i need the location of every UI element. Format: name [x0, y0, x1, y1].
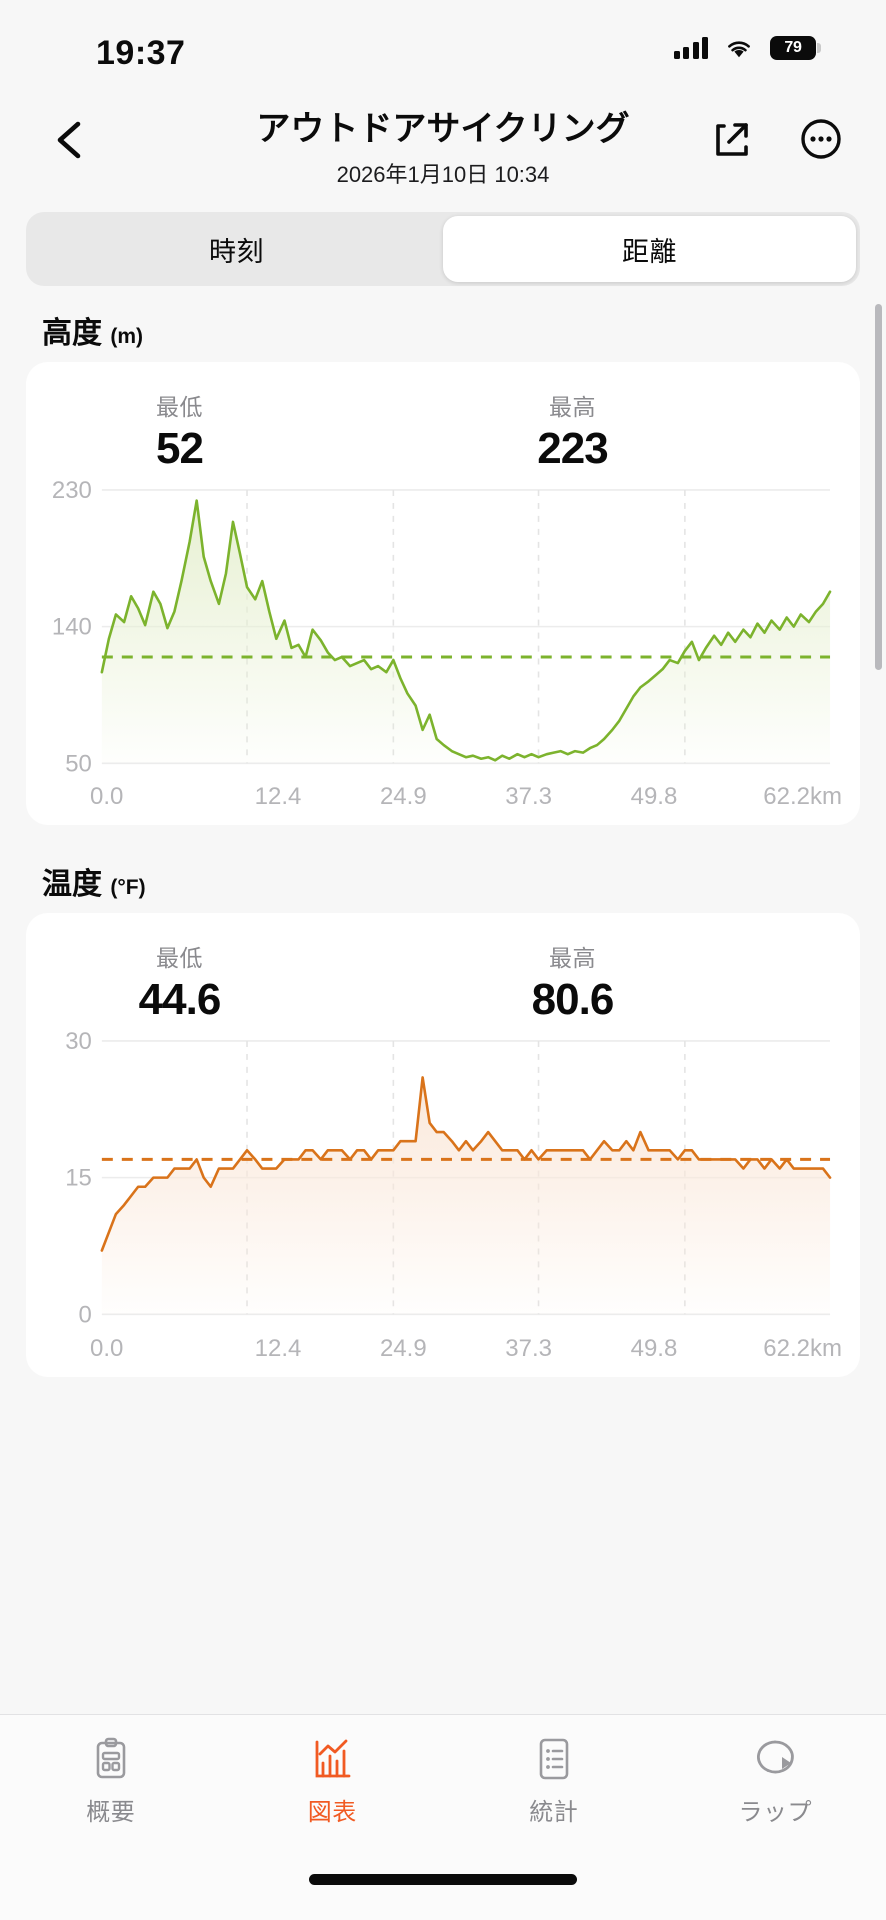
elevation-min-label: 最低 [156, 394, 203, 420]
temperature-max-stat: 最高 80.6 [443, 939, 842, 1025]
segment-distance[interactable]: 距離 [443, 216, 856, 282]
tab-overview[interactable]: 概要 [0, 1735, 222, 1827]
x-tick-label: 49.8 [630, 783, 678, 811]
segment-time[interactable]: 時刻 [209, 236, 264, 267]
battery-percent-label: 79 [784, 39, 802, 56]
section-title-elevation: 高度 (m) [42, 308, 860, 352]
tab-statistics-label: 統計 [529, 1799, 579, 1826]
elevation-max-label: 最高 [549, 394, 596, 420]
segmented-control-wrap: 時刻 距離 [0, 200, 886, 286]
scrollbar-indicator[interactable] [875, 304, 882, 670]
back-button[interactable] [44, 114, 96, 166]
more-options-button[interactable] [798, 116, 844, 162]
section-title-temperature: 温度 (°F) [42, 859, 860, 903]
chevron-left-icon [57, 121, 81, 159]
status-bar-indicators: 79 [673, 36, 821, 60]
temperature-min-label: 最低 [156, 945, 203, 972]
section-title-temperature-text: 温度 [42, 868, 102, 902]
svg-text:0: 0 [79, 1302, 92, 1329]
scroll-content[interactable]: 高度 (m) 最低 52 最高 223 50 140 230 0.0 12.4 24.9… [0, 286, 886, 1714]
page-title: アウトドアサイクリング [256, 110, 630, 148]
temperature-chart[interactable]: 0 15 30 [44, 1031, 842, 1330]
elevation-card: 最低 52 最高 223 50 140 230 0.0 12.4 24.9 37.3 49.… [26, 362, 860, 826]
x-tick-label: 62.2km [763, 783, 842, 811]
navigation-bar: アウトドアサイクリング 2026年1月10日 10:34 [0, 92, 886, 200]
temperature-card: 最低 44.6 最高 80.6 0 15 30 0.0 12.4 24.9 37.3 49.… [26, 913, 860, 1377]
temperature-max-value: 80.6 [531, 975, 615, 1025]
status-bar: 19:37 79 [0, 0, 886, 92]
temperature-stats: 最低 44.6 最高 80.6 [44, 935, 842, 1031]
home-indicator[interactable] [309, 1874, 577, 1885]
svg-text:30: 30 [65, 1031, 92, 1055]
elevation-max-value: 223 [537, 424, 608, 473]
tab-laps-label: ラップ [738, 1799, 812, 1826]
home-indicator-bar [0, 1874, 886, 1920]
temperature-min-stat: 最低 44.6 [44, 939, 443, 1025]
x-tick-label: 37.3 [505, 783, 552, 811]
x-tick-label: 37.3 [505, 1334, 552, 1362]
x-tick-label: 0.0 [90, 1334, 124, 1362]
x-tick-label: 0.0 [90, 783, 124, 811]
share-icon [716, 123, 748, 156]
elevation-chart[interactable]: 50 140 230 [44, 480, 842, 779]
tab-charts-label: 図表 [307, 1799, 357, 1826]
x-tick-label: 62.2km [763, 1334, 842, 1362]
battery-icon: 79 [770, 36, 821, 60]
temperature-min-value: 44.6 [138, 975, 222, 1025]
lap-timer-icon [751, 1735, 799, 1783]
svg-text:140: 140 [52, 614, 92, 641]
nav-title-group: アウトドアサイクリング 2026年1月10日 10:34 [0, 108, 886, 189]
page-subtitle: 2026年1月10日 10:34 [336, 161, 550, 187]
list-document-icon [530, 1735, 578, 1783]
ellipsis-circle-icon [801, 119, 841, 159]
tab-overview-label: 概要 [86, 1799, 136, 1826]
share-button[interactable] [708, 116, 754, 162]
elevation-min-stat: 最低 52 [44, 388, 443, 474]
elevation-min-value: 52 [156, 424, 204, 473]
elevation-stats: 最低 52 最高 223 [44, 384, 842, 480]
x-tick-label: 49.8 [630, 1334, 678, 1362]
x-tick-label: 12.4 [254, 1334, 302, 1362]
temperature-x-axis: 0.0 12.4 24.9 37.3 49.8 62.2km [44, 1335, 842, 1363]
section-unit-temperature: (°F) [110, 876, 146, 900]
tab-laps[interactable]: ラップ [665, 1735, 886, 1827]
svg-text:15: 15 [65, 1165, 92, 1192]
elevation-max-stat: 最高 223 [443, 388, 842, 474]
clipboard-icon [87, 1735, 135, 1783]
elevation-chart-svg: 50 140 230 [52, 480, 842, 777]
status-bar-clock: 19:37 [96, 34, 186, 72]
cellular-bars-icon [673, 37, 708, 59]
elevation-x-axis: 0.0 12.4 24.9 37.3 49.8 62.2km [44, 783, 842, 811]
tab-statistics[interactable]: 統計 [443, 1735, 665, 1827]
x-tick-label: 24.9 [379, 783, 427, 811]
x-tick-label: 24.9 [379, 1334, 427, 1362]
wifi-icon [725, 37, 753, 59]
nav-actions [708, 116, 844, 162]
bar-chart-icon [308, 1735, 356, 1783]
tab-charts[interactable]: 図表 [222, 1735, 444, 1827]
section-unit-elevation: (m) [110, 325, 144, 348]
svg-text:230: 230 [52, 480, 92, 504]
svg-text:50: 50 [65, 750, 92, 777]
segmented-control[interactable]: 時刻 距離 [26, 212, 860, 286]
temperature-chart-svg: 0 15 30 [65, 1031, 842, 1329]
tab-bar: 概要 図表 [0, 1714, 886, 1874]
temperature-max-label: 最高 [549, 945, 596, 972]
x-tick-label: 12.4 [254, 783, 302, 811]
section-title-elevation-text: 高度 [42, 317, 102, 350]
